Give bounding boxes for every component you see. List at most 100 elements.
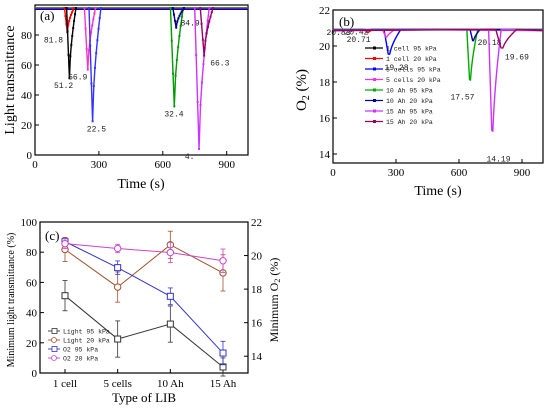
panel-a-dip-marker: [70, 13, 73, 16]
panel-a-dip-marker: [201, 38, 204, 41]
panel-a-dip-marker: [92, 85, 95, 88]
panel-a-dip-marker: [72, 27, 75, 30]
panel-c-legend-marker: [51, 337, 57, 343]
panel-c-y2tick-label: 16: [251, 318, 263, 330]
panel-c-legend-marker: [51, 355, 57, 361]
panel-a-dip-marker: [74, 13, 77, 16]
panel-b-frame: [332, 9, 544, 164]
panel-c-point: [219, 257, 227, 265]
panel-a-frame: [34, 4, 249, 156]
panel-a-dip-marker: [178, 35, 181, 38]
panel-a-ytick-label: 0: [27, 150, 33, 162]
panel-a-dip-marker: [92, 18, 95, 21]
panel-a-dip-marker: [203, 54, 206, 57]
panel-a-dip-curve: [199, 7, 214, 56]
panel-b-label: (b): [339, 14, 354, 29]
panel-a-dip-marker: [177, 17, 180, 20]
panel-b-series-line: [332, 28, 544, 42]
panel-a-dip-marker: [63, 7, 66, 9]
panel-a-dip-marker: [90, 82, 93, 85]
panel-a-xtick-label: 900: [218, 159, 235, 171]
panel-a-dip-marker: [83, 7, 86, 9]
panel-a-dip-marker: [93, 12, 96, 15]
panel-c-series-line: [64, 244, 224, 288]
panel-a-dip-marker: [178, 14, 181, 17]
panel-a-dip-marker: [87, 49, 90, 52]
panel-c-legend-label: Light 20 kPa: [63, 338, 110, 345]
panel-a-dip-marker: [205, 32, 208, 35]
panel-b-xtick-label: 600: [451, 167, 468, 179]
panel-c-point: [166, 248, 175, 257]
panel-b-legend-label: 1 cell 95 kPa: [386, 46, 437, 53]
panel-b-series-line: [332, 28, 544, 49]
panel-c-point: [113, 244, 122, 253]
panel-a-dip-marker: [193, 7, 196, 9]
panel-b-legend-label: 15 Ah 20 kPa: [386, 119, 433, 126]
panel-b-min-label: 14.19: [487, 156, 511, 165]
panel-b-legend-label: 5 cells 95 kPa: [386, 67, 441, 74]
panel-a-dip-marker: [200, 81, 203, 84]
panel-a-dip-marker: [171, 7, 174, 9]
panel-a-dip-marker: [94, 7, 97, 9]
panel-a-ytick-label: 40: [21, 90, 33, 102]
panel-a-dip-marker: [65, 23, 68, 26]
panel-a-dip-marker: [210, 11, 213, 14]
panel-b-legend-marker: [373, 88, 376, 92]
panel-c-series-line: [64, 243, 224, 262]
panel-a-dip-marker: [170, 39, 173, 42]
panel-a-xlabel: Time (s): [117, 177, 165, 192]
panel-a-dip-marker: [198, 148, 201, 150]
panel-c-xtick-label: 5 cells: [103, 378, 131, 390]
panel-a-dip-marker: [70, 11, 73, 14]
panel-a-dip-marker: [208, 7, 211, 9]
panel-b-legend-marker: [373, 46, 376, 50]
panel-a-ylabel: Light transmittance: [3, 25, 18, 134]
panel-a-dip-marker: [180, 10, 183, 13]
panel-a-dip-marker: [93, 66, 96, 69]
panel-a-dip-marker: [209, 15, 212, 18]
panel-a-dip-marker: [69, 55, 72, 58]
panel-a-dip-marker: [181, 8, 184, 11]
panel-b-ytick-label: 14: [319, 149, 331, 161]
panel-a-dip-marker: [206, 19, 209, 22]
panel-b-legend-marker: [373, 78, 376, 81]
panel-a-dip-marker: [179, 24, 182, 27]
panel-a-dip-marker: [97, 27, 100, 30]
panel-c-point: [61, 292, 69, 300]
panel-a-dip-marker: [90, 31, 93, 34]
panel-a-dip-marker: [180, 15, 183, 18]
panel-c-xlabel: Type of LIB: [112, 390, 176, 405]
panel-b-xtick-label: 0: [330, 167, 336, 179]
panel-a-dip-marker: [91, 24, 94, 27]
panel-b-legend-marker: [373, 109, 376, 113]
panel-b: (b) Time (s) O2 (%) 0 300 600 900 14 16 18 20 22…: [294, 5, 544, 199]
panel-a-dip-marker: [74, 7, 77, 9]
panel-a-dip-marker: [208, 20, 211, 23]
panel-a-label: (a): [40, 8, 54, 23]
panel-a-dip-label: 22.5: [87, 125, 106, 134]
panel-c-legend-label: O2 20 kPa: [63, 356, 98, 363]
panel-a-dip-marker: [177, 46, 180, 49]
panel-b-legend-label: 10 Ah 20 kPa: [386, 98, 433, 105]
panel-b-legend-marker: [373, 57, 376, 60]
panel-b-min-label: 17.57: [450, 94, 474, 103]
panel-a-dip-marker: [86, 68, 89, 71]
panel-a-dip-marker: [172, 72, 175, 75]
panel-a-dip-marker: [172, 13, 175, 16]
panel-b-series-line: [332, 28, 544, 55]
panel-a-dip-marker: [67, 53, 70, 56]
panel-a-dip-label: 84.9: [181, 20, 200, 29]
panel-a-dip-marker: [175, 26, 178, 29]
panel-a-dip-label: 4.: [185, 153, 195, 162]
panel-c-series-line: [64, 241, 224, 354]
panel-a-dip-marker: [85, 48, 88, 51]
panel-a-dip-curve: [65, 7, 77, 79]
panel-a-dip-marker: [69, 16, 72, 19]
panel-c-point: [166, 292, 174, 300]
panel-c-point: [114, 264, 122, 272]
panel-a-dip-marker: [174, 20, 177, 23]
panel-c-y2tick-label: 18: [251, 284, 263, 296]
panel-b-ytick-label: 22: [319, 5, 330, 17]
panel-b-ylabel: O2 (%): [294, 69, 312, 111]
